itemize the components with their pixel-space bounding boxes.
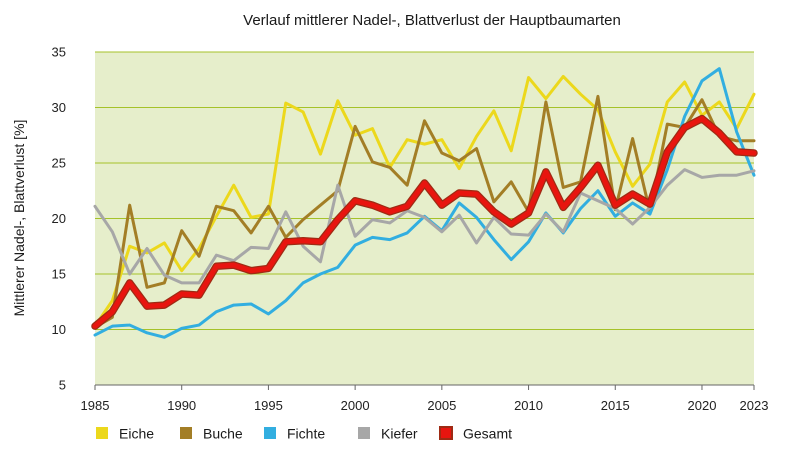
y-tick-label: 30 [52,100,66,115]
x-tick-label: 1985 [81,398,110,413]
legend-label-fichte: Fichte [287,426,325,442]
y-axis-label: Mittlerer Nadel-, Blattverlust [%] [11,120,27,317]
x-tick-label: 2015 [601,398,630,413]
legend-swatch-buche [180,427,192,439]
legend-swatch-kiefer [358,427,370,439]
x-tick-label: 2010 [514,398,543,413]
x-tick-label: 2023 [740,398,769,413]
x-tick-label: 1990 [167,398,196,413]
y-tick-label: 10 [52,322,66,337]
x-tick-label: 2020 [688,398,717,413]
x-tick-label: 1995 [254,398,283,413]
y-tick-label: 25 [52,156,66,171]
y-tick-label: 15 [52,267,66,282]
y-tick-label: 20 [52,211,66,226]
legend-label-eiche: Eiche [119,426,154,442]
series-line-kiefer [93,168,756,285]
legend-swatch-fichte [264,427,276,439]
data-series [91,67,758,339]
legend-label-kiefer: Kiefer [381,426,418,442]
legend-label-buche: Buche [203,426,243,442]
legend-label-gesamt: Gesamt [463,426,512,442]
legend-swatch-gesamt [439,426,453,440]
legend-swatch-eiche [96,427,108,439]
series-line-gesamt [92,116,757,329]
y-tick-label: 35 [52,45,66,60]
chart-title: Verlauf mittlerer Nadel-, Blattverlust d… [243,12,621,29]
y-tick-label: 5 [59,378,66,393]
x-tick-label: 2000 [341,398,370,413]
axes: 5 10 15 20 25 30 35 1985 1990 1995 2000 2005 2010 201… [52,45,769,414]
legend: Eiche Buche Fichte Kiefer Gesamt [96,426,512,442]
series-line-buche [93,94,756,329]
x-tick-label: 2005 [427,398,456,413]
